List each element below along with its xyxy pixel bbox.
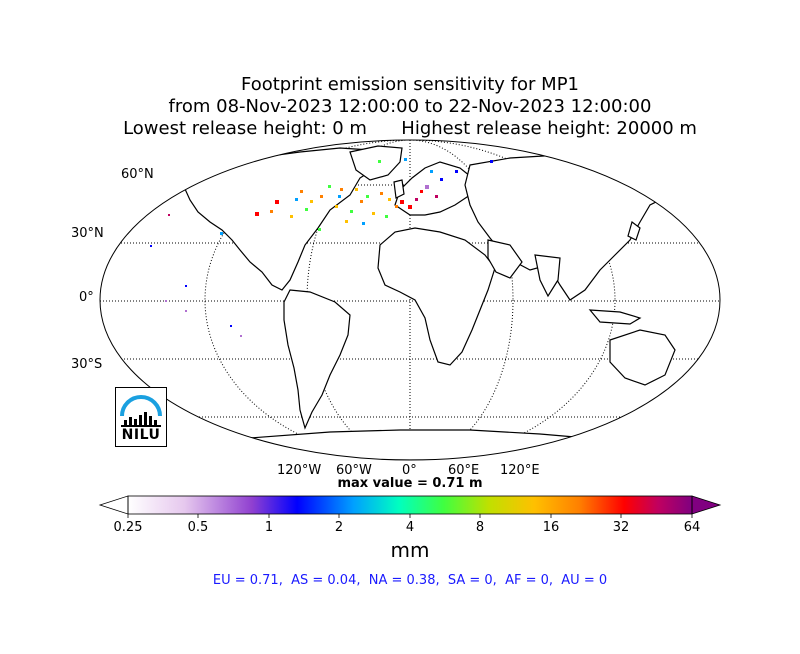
lon-label-120e: 120°E [500,463,540,478]
colorbar-tick-label: 64 [683,520,701,535]
arabia-land [487,239,523,279]
japan-land [627,220,641,241]
colorbar-gradient [128,496,692,514]
lat-label-0: 0° [79,290,94,305]
uk-land [393,179,405,199]
globe-outline [99,139,721,461]
colorbar-min-extend [98,495,129,515]
new-zealand-land [683,379,696,400]
continents [128,145,696,460]
colorbar-tick-marks [127,514,693,518]
lat-label-60n: 60°N [121,167,154,182]
australia-land [609,329,676,386]
lon-label-60e: 60°E [448,463,480,478]
region-summary: EU = 0.71, AS = 0.04, NA = 0.38, SA = 0,… [212,573,608,588]
lon-label-0: 0° [402,463,417,478]
colorbar-tick-label: 0.5 [187,520,209,535]
lat-label-30n: 30°N [71,226,104,241]
title-line-3: Lowest release height: 0 m Highest relea… [123,118,697,139]
antarctica-land [128,429,692,460]
nilu-logo-icon [120,395,162,427]
colorbar-unit-label: mm [390,538,430,562]
colorbar-tick-label: 0.25 [113,520,143,535]
south-america-land [283,289,351,430]
lon-label-60w: 60°W [336,463,372,478]
lat-label-30s: 30°S [71,357,103,372]
greenland-land [349,145,403,181]
africa-land [377,227,496,366]
nilu-logo: NILU [115,387,167,447]
emission-footprint [120,158,662,362]
colorbar-tick-label: 2 [334,520,344,535]
colorbar-tick-label: 32 [612,520,630,535]
lon-label-120w: 120°W [277,463,322,478]
indonesia-land [588,309,642,325]
colorbar [98,495,722,518]
title-line-2: from 08-Nov-2023 12:00:00 to 22-Nov-2023… [168,96,652,117]
plot-title: Footprint emission sensitivity for MP1 f… [0,74,800,140]
colorbar-tick-label: 16 [542,520,560,535]
title-line-1: Footprint emission sensitivity for MP1 [240,74,579,95]
north-america-land [179,147,381,291]
colorbar-tick-label: 4 [405,520,415,535]
colorbar-tick-label: 8 [475,520,485,535]
colorbar-tick-label: 1 [264,520,274,535]
nilu-logo-text: NILU [121,427,161,443]
india-land [534,254,561,298]
colorbar-max-extend [691,495,722,515]
max-value-label: max value = 0.71 m [337,476,483,491]
